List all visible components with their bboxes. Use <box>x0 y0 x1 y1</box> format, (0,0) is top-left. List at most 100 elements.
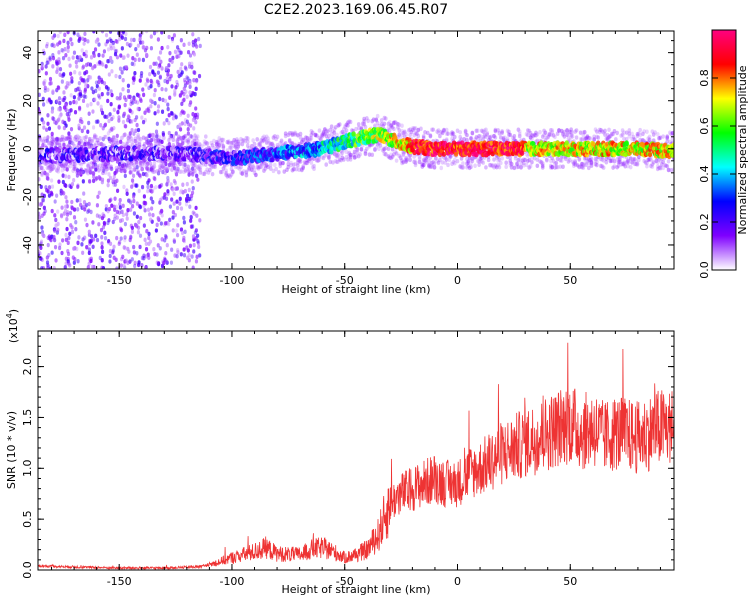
noise-mark <box>145 166 149 171</box>
noise-mark <box>91 109 95 114</box>
noise-mark <box>84 53 88 59</box>
halo-mark <box>538 129 542 135</box>
halo-mark <box>251 164 255 169</box>
halo-mark <box>157 141 162 147</box>
noise-mark <box>68 140 72 145</box>
noise-mark <box>48 76 53 82</box>
halo-mark <box>419 126 423 131</box>
noise-mark <box>38 177 41 182</box>
noise-mark <box>136 225 141 230</box>
noise-mark <box>156 104 161 109</box>
noise-mark <box>182 220 186 225</box>
noise-mark <box>148 212 152 217</box>
noise-mark <box>99 123 103 128</box>
noise-mark <box>120 70 124 75</box>
noise-mark <box>129 101 133 107</box>
noise-mark <box>106 178 110 183</box>
noise-mark <box>102 220 106 226</box>
noise-mark <box>189 218 193 223</box>
noise-mark <box>57 60 61 65</box>
noise-mark <box>119 263 123 268</box>
noise-mark <box>83 31 87 37</box>
noise-mark <box>70 199 74 205</box>
noise-mark <box>138 35 142 41</box>
noise-mark <box>110 69 114 74</box>
noise-mark <box>84 83 88 88</box>
noise-mark <box>182 253 187 258</box>
noise-mark <box>39 239 44 244</box>
noise-mark <box>69 223 73 228</box>
noise-mark <box>129 99 134 104</box>
noise-mark <box>96 101 100 106</box>
noise-mark <box>149 183 154 189</box>
noise-mark <box>97 190 101 195</box>
noise-mark <box>178 196 182 202</box>
noise-mark <box>166 175 170 181</box>
halo-mark <box>240 141 245 147</box>
noise-mark <box>95 203 100 208</box>
halo-mark <box>508 132 513 138</box>
noise-mark <box>159 59 163 65</box>
noise-mark <box>151 212 155 218</box>
halo-mark <box>98 136 103 141</box>
noise-mark <box>115 95 119 101</box>
noise-mark <box>55 69 59 75</box>
noise-mark <box>173 92 177 97</box>
halo-mark <box>312 163 316 169</box>
noise-mark <box>166 189 170 194</box>
noise-mark <box>165 179 170 185</box>
noise-mark <box>113 216 117 222</box>
noise-mark <box>153 72 157 77</box>
noise-mark <box>99 104 103 110</box>
noise-mark <box>100 177 105 182</box>
noise-mark <box>134 115 139 120</box>
noise-mark <box>88 62 93 67</box>
noise-mark <box>183 65 188 70</box>
noise-mark <box>118 218 123 224</box>
noise-mark <box>92 53 96 58</box>
noise-mark <box>175 232 180 238</box>
halo-mark <box>431 127 435 132</box>
halo-mark <box>171 137 176 143</box>
noise-mark <box>132 77 136 82</box>
noise-mark <box>174 115 178 120</box>
noise-mark <box>167 130 171 136</box>
noise-mark <box>138 204 143 210</box>
halo-mark <box>157 135 162 140</box>
noise-mark <box>103 236 108 241</box>
halo-mark <box>595 162 599 168</box>
noise-mark <box>70 205 74 211</box>
noise-mark <box>61 173 65 178</box>
noise-mark <box>51 162 55 168</box>
noise-mark <box>158 50 163 55</box>
noise-mark <box>132 211 137 216</box>
noise-mark <box>81 98 86 104</box>
noise-mark <box>144 52 149 58</box>
noise-mark <box>150 80 154 85</box>
noise-mark <box>133 117 137 123</box>
noise-mark <box>88 75 93 80</box>
noise-mark <box>91 125 96 130</box>
noise-mark <box>129 234 133 240</box>
noise-mark <box>58 40 62 45</box>
halo-mark <box>366 118 370 124</box>
noise-mark <box>183 188 187 194</box>
noise-mark <box>48 57 52 62</box>
noise-mark <box>193 133 197 138</box>
noise-mark <box>102 81 107 86</box>
noise-mark <box>46 264 50 269</box>
noise-mark <box>154 61 158 66</box>
noise-mark <box>178 112 183 117</box>
noise-mark <box>133 57 137 63</box>
noise-mark <box>93 64 97 69</box>
noise-mark <box>149 78 153 84</box>
halo-mark <box>461 164 465 170</box>
noise-mark <box>65 226 69 232</box>
noise-mark <box>97 52 101 58</box>
noise-mark <box>121 31 126 34</box>
noise-mark <box>167 120 171 126</box>
halo-mark <box>561 164 565 169</box>
noise-mark <box>129 207 133 212</box>
noise-mark <box>100 258 104 263</box>
noise-mark <box>176 166 180 172</box>
